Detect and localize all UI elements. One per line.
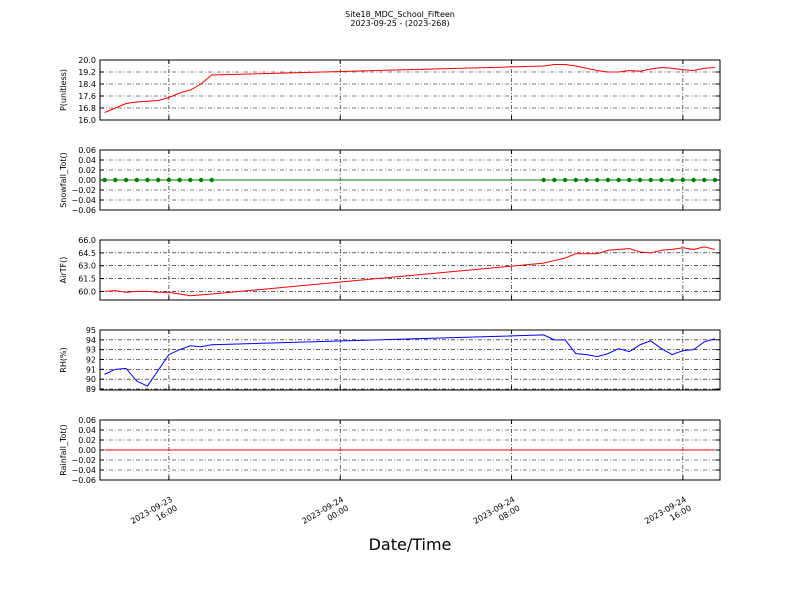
y-tick-label: −0.04 — [71, 196, 96, 205]
marker — [198, 177, 204, 183]
y-axis-label: Snowfall_Tot() — [59, 152, 68, 208]
y-tick-label: 92 — [86, 356, 96, 365]
y-tick-label: 61.5 — [78, 275, 96, 284]
y-tick-label: 0.06 — [78, 416, 96, 425]
y-tick-label: 0.04 — [78, 426, 96, 435]
y-axis-label: AirTF() — [59, 257, 68, 284]
marker — [605, 177, 611, 183]
marker — [648, 177, 653, 183]
marker — [552, 177, 557, 183]
marker — [712, 177, 718, 183]
y-tick-label: 66.0 — [78, 236, 96, 245]
y-tick-label: 0.02 — [78, 166, 96, 175]
y-tick-label: 89 — [86, 385, 96, 394]
marker — [659, 177, 664, 183]
marker — [627, 177, 632, 183]
plot-frame — [99, 149, 721, 211]
y-tick-label: 95 — [86, 326, 96, 335]
y-tick-label: 64.5 — [78, 249, 96, 258]
marker — [702, 177, 707, 183]
y-tick-label: 90 — [86, 375, 96, 384]
marker — [177, 177, 182, 183]
y-tick-label: 20.0 — [78, 56, 96, 65]
y-tick-label: 91 — [86, 365, 96, 374]
x-axis-label: Date/Time — [369, 535, 452, 554]
y-tick-label: 16.8 — [78, 104, 96, 113]
series-line — [104, 246, 716, 297]
y-tick-label: −0.02 — [71, 186, 96, 195]
y-tick-label: 16.0 — [78, 116, 96, 125]
y-tick-label: 17.6 — [78, 92, 96, 101]
marker — [113, 177, 118, 183]
y-tick-label: −0.06 — [71, 476, 96, 485]
y-tick-label: −0.06 — [71, 206, 96, 215]
marker — [616, 177, 621, 183]
plot-frame — [99, 419, 721, 481]
y-tick-label: −0.04 — [71, 466, 96, 475]
marker — [102, 177, 107, 183]
marker — [669, 177, 675, 183]
plot-frame — [99, 329, 721, 391]
series-line — [104, 334, 716, 387]
y-tick-label: 0.02 — [78, 436, 96, 445]
series-line — [104, 64, 716, 113]
marker — [134, 177, 139, 183]
marker — [637, 177, 643, 183]
y-tick-label: 0.00 — [78, 176, 96, 185]
y-tick-label: 0.04 — [78, 156, 96, 165]
marker — [123, 177, 129, 183]
marker — [188, 177, 193, 183]
y-tick-label: 93 — [86, 346, 96, 355]
y-tick-label: 94 — [86, 336, 96, 345]
marker — [145, 177, 150, 183]
marker — [562, 177, 568, 183]
plot-frame — [99, 239, 721, 301]
y-axis-label: Rainfall_Tot() — [59, 424, 68, 476]
marker — [541, 177, 546, 183]
marker — [155, 177, 161, 183]
y-axis-label: P(unitless) — [59, 69, 68, 111]
plot-frame — [99, 59, 721, 121]
y-tick-label: 18.4 — [78, 80, 96, 89]
y-tick-label: 60.0 — [78, 287, 96, 296]
y-tick-label: 19.2 — [78, 68, 96, 77]
marker — [166, 177, 172, 183]
y-tick-label: 0.00 — [78, 446, 96, 455]
marker — [573, 177, 578, 183]
marker — [595, 177, 600, 183]
marker — [691, 177, 696, 183]
y-axis-label: RH(%) — [59, 347, 68, 372]
y-tick-label: −0.02 — [71, 456, 96, 465]
y-tick-label: 63.0 — [78, 262, 96, 271]
subtitle: 2023-09-25 - (2023-268) — [350, 19, 449, 28]
marker — [680, 177, 686, 183]
y-tick-label: 0.06 — [78, 146, 96, 155]
title: Site18_MDC_School_Fifteen — [345, 10, 455, 19]
marker — [584, 177, 589, 183]
marker — [209, 177, 214, 183]
